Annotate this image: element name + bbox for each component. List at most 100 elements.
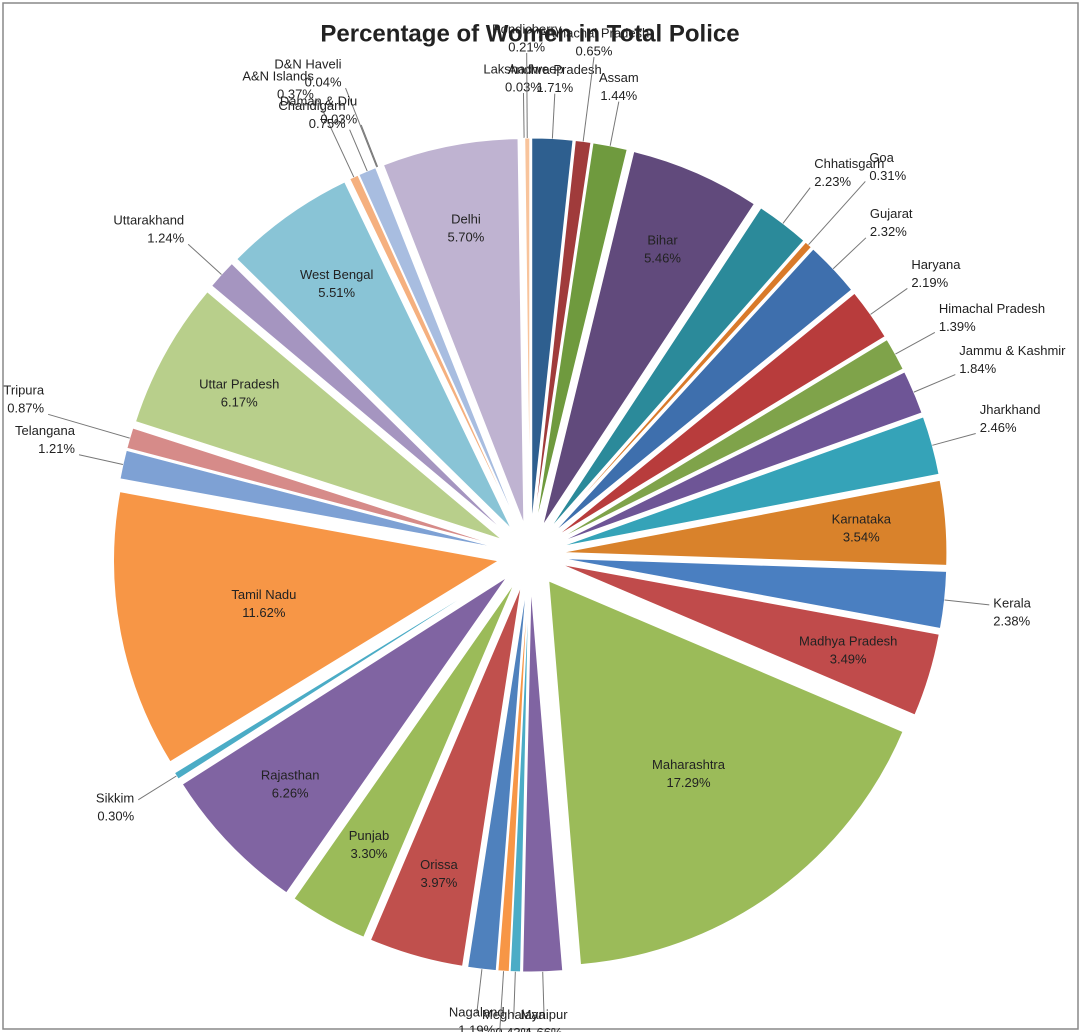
pie-slice	[236, 181, 512, 530]
leader-line	[526, 53, 528, 139]
pie-slice	[552, 248, 853, 534]
leader-line	[47, 413, 130, 439]
slice-label: Lakshadweep	[483, 61, 563, 76]
slice-value-label: 2.23%	[814, 174, 851, 189]
slice-label: Madhya Pradesh	[799, 633, 897, 648]
leader-line	[551, 93, 556, 139]
leader-line	[187, 243, 222, 275]
leader-line	[913, 374, 956, 393]
slice-label: D&N Haveli	[274, 57, 341, 72]
slice-value-label: 0.03%	[320, 111, 357, 126]
slice-value-label: 0.37%	[277, 86, 314, 101]
slice-label: West Bengal	[300, 267, 374, 282]
leader-line	[542, 971, 545, 1017]
slice-value-label: 0.21%	[508, 39, 545, 54]
chart-title: Percentage of Women in Total Police	[320, 20, 739, 47]
slice-value-label: 2.19%	[911, 275, 948, 290]
slice-value-label: 5.70%	[447, 229, 484, 244]
leader-line	[513, 971, 516, 1017]
leader-line	[808, 181, 866, 246]
slice-label: Nagaland	[449, 1004, 505, 1019]
leader-line	[609, 101, 620, 146]
leader-line	[522, 93, 525, 139]
slice-label: Arunachal Pradesh	[539, 26, 650, 41]
pie-slice	[561, 479, 948, 566]
slice-value-label: 0.65%	[576, 44, 613, 59]
slice-label: Uttar Pradesh	[199, 377, 279, 392]
pie-slice	[555, 292, 886, 537]
slice-value-label: 0.03%	[505, 79, 542, 94]
slice-value-label: 0.30%	[97, 808, 134, 823]
slice-value-label: 1.44%	[600, 88, 637, 103]
slice-label: Uttarakhand	[113, 213, 184, 228]
slice-value-label: 2.38%	[993, 613, 1030, 628]
slice-label: Manipur	[521, 1007, 569, 1022]
slice-value-label: 3.97%	[420, 875, 457, 890]
slice-label: Orissa	[420, 857, 458, 872]
slice-label: Karnataka	[832, 512, 892, 527]
slice-value-label: 1.66%	[526, 1025, 563, 1032]
slice-value-label: 1.19%	[458, 1022, 495, 1032]
leader-line	[317, 99, 355, 178]
slice-value-label: 5.46%	[644, 251, 681, 266]
slice-value-label: 0.43%	[495, 1025, 532, 1032]
pie-slice	[369, 585, 522, 967]
slice-label: Chandigarh	[278, 98, 345, 113]
slice-label: Chhatisgarh	[814, 156, 884, 171]
slice-value-label: 2.32%	[870, 224, 907, 239]
leader-line	[137, 775, 177, 801]
slice-value-label: 2.46%	[980, 420, 1017, 435]
leader-line	[349, 129, 368, 172]
slice-label: Gujarat	[870, 206, 913, 221]
slice-label: Himachal Pradesh	[939, 301, 1045, 316]
pie-slice	[113, 491, 500, 763]
pie-slice	[349, 174, 517, 527]
slice-label: Bihar	[647, 233, 678, 248]
slice-label: Jammu & Kashmir	[959, 343, 1066, 358]
slice-value-label: 0.31%	[869, 168, 906, 183]
slice-value-label: 0.75%	[309, 116, 346, 131]
slice-value-label: 1.24%	[147, 231, 184, 246]
pie-slice	[181, 576, 508, 894]
slice-value-label: 1.84%	[959, 361, 996, 376]
leader-line	[932, 432, 976, 446]
pie-slice	[293, 582, 515, 938]
slice-label: Rajasthan	[261, 767, 320, 782]
pie-slice	[560, 563, 940, 716]
pie-slice	[173, 571, 504, 780]
slice-label: Assam	[599, 70, 639, 85]
slice-label: Delhi	[451, 211, 481, 226]
pie-slice	[210, 262, 507, 534]
leader-line	[944, 599, 990, 606]
slice-label: Meghalaya	[482, 1007, 546, 1022]
slice-label: Tripura	[3, 383, 44, 398]
slice-label: A&N Islands	[242, 68, 314, 83]
pie-slice	[134, 291, 503, 540]
slice-label: Jharkhand	[980, 402, 1041, 417]
pie-slice	[382, 138, 525, 524]
slice-value-label: 6.26%	[272, 785, 309, 800]
slice-value-label: 0.04%	[305, 75, 342, 90]
slice-value-label: 3.49%	[830, 651, 867, 666]
slice-value-label: 11.62%	[242, 605, 286, 620]
slice-label: Punjab	[349, 828, 389, 843]
pie-slice	[119, 449, 499, 549]
leader-line	[582, 57, 595, 142]
leader-line	[476, 969, 483, 1014]
leader-line	[870, 288, 908, 315]
pie-slice	[542, 150, 755, 526]
slice-value-label: 1.71%	[536, 80, 573, 95]
slice-label: Sikkim	[96, 790, 134, 805]
leader-line	[782, 187, 811, 224]
slice-value-label: 17.29%	[666, 775, 711, 790]
slice-label: Goa	[869, 150, 894, 165]
slice-label: Haryana	[911, 257, 961, 272]
slice-value-label: 1.21%	[38, 441, 75, 456]
slice-label: Maharashtra	[652, 757, 726, 772]
slice-value-label: 3.30%	[351, 846, 388, 861]
slice-label: Kerala	[993, 595, 1031, 610]
slice-label: Andhra Pradesh	[508, 62, 602, 77]
slice-value-label: 0.87%	[7, 401, 44, 416]
leader-line	[499, 971, 505, 1032]
slice-value-label: 1.39%	[939, 319, 976, 334]
